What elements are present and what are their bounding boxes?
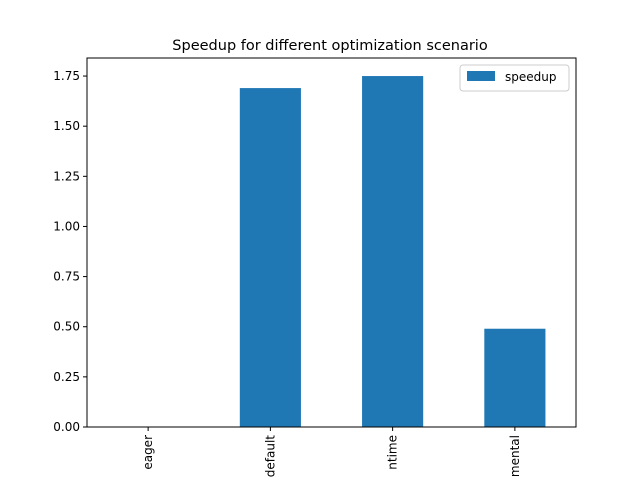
x-tick-label: ntime <box>386 435 400 470</box>
chart-title: Speedup for different optimization scena… <box>172 38 488 54</box>
y-tick-label: 1.50 <box>53 119 80 133</box>
x-tick-label: eager <box>141 435 155 470</box>
plot-frame <box>86 57 577 428</box>
x-tick-label: mental <box>508 435 522 477</box>
legend: speedup <box>459 64 570 92</box>
y-tick-label: 1.75 <box>53 69 80 83</box>
legend-swatch <box>467 71 495 81</box>
bars-group <box>239 76 546 428</box>
y-tick-label: 0.00 <box>53 420 80 434</box>
bar-ntime <box>362 76 424 427</box>
x-tick-label: default <box>263 435 277 478</box>
y-tick-label: 0.75 <box>53 270 80 284</box>
y-tick-label: 1.25 <box>53 169 80 183</box>
y-tick-label: 1.00 <box>53 219 80 233</box>
x-axis: eager default ntime mental <box>141 427 522 477</box>
bar-mental <box>484 328 546 427</box>
y-tick-label: 0.25 <box>53 370 80 384</box>
legend-label: speedup <box>505 70 556 84</box>
y-tick-label: 0.50 <box>53 320 80 334</box>
y-axis: 0.00 0.25 0.50 0.75 1.00 1.25 1.50 1.75 <box>53 69 87 434</box>
bar-default <box>239 88 301 428</box>
